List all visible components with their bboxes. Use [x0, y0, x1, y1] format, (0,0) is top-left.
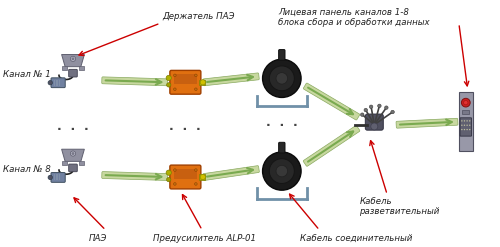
- Bar: [59, 174, 60, 181]
- Circle shape: [461, 120, 462, 122]
- Text: ПАЭ: ПАЭ: [89, 234, 108, 243]
- Circle shape: [166, 83, 171, 87]
- FancyBboxPatch shape: [304, 83, 360, 120]
- Circle shape: [166, 75, 172, 81]
- Text: Лицевая панель каналов 1-8
блока сбора и обработки данных: Лицевая панель каналов 1-8 блока сбора и…: [278, 7, 430, 27]
- Circle shape: [469, 124, 470, 126]
- Circle shape: [270, 66, 294, 91]
- Text: Кабель соединительный: Кабель соединительный: [300, 234, 412, 243]
- Circle shape: [48, 81, 52, 85]
- Bar: [459, 92, 473, 151]
- Circle shape: [276, 73, 287, 84]
- FancyBboxPatch shape: [68, 164, 78, 172]
- Bar: [54, 80, 55, 86]
- Bar: [59, 80, 60, 86]
- Bar: [54, 174, 55, 181]
- FancyBboxPatch shape: [102, 172, 168, 181]
- FancyBboxPatch shape: [68, 69, 78, 77]
- Circle shape: [270, 159, 294, 184]
- Text: Канал № 8: Канал № 8: [4, 165, 51, 174]
- Circle shape: [70, 56, 76, 62]
- Text: Держатель ПАЭ: Держатель ПАЭ: [162, 12, 235, 21]
- FancyBboxPatch shape: [102, 77, 168, 86]
- Text: ·  ·  ·: · · ·: [57, 123, 89, 136]
- Bar: [79, 66, 84, 70]
- Circle shape: [364, 108, 368, 112]
- Circle shape: [174, 88, 176, 91]
- FancyBboxPatch shape: [304, 125, 360, 166]
- FancyBboxPatch shape: [366, 114, 384, 130]
- Bar: [200, 174, 204, 180]
- Circle shape: [174, 169, 176, 171]
- FancyBboxPatch shape: [203, 166, 260, 181]
- Circle shape: [166, 170, 172, 175]
- Circle shape: [194, 88, 197, 91]
- Circle shape: [200, 80, 205, 85]
- Text: Предусилитель ALP-01: Предусилитель ALP-01: [152, 234, 256, 243]
- Bar: [79, 161, 84, 165]
- Circle shape: [166, 177, 171, 182]
- FancyBboxPatch shape: [51, 173, 65, 182]
- FancyBboxPatch shape: [203, 73, 259, 86]
- Circle shape: [466, 129, 468, 130]
- Circle shape: [461, 124, 462, 126]
- Circle shape: [464, 120, 465, 122]
- FancyBboxPatch shape: [51, 78, 65, 88]
- Circle shape: [360, 113, 364, 116]
- Circle shape: [462, 98, 470, 107]
- Circle shape: [370, 105, 373, 108]
- Polygon shape: [62, 149, 84, 161]
- FancyBboxPatch shape: [278, 50, 285, 60]
- Circle shape: [464, 129, 465, 130]
- Bar: [62, 66, 67, 70]
- Circle shape: [174, 74, 176, 77]
- Bar: [174, 75, 197, 84]
- Circle shape: [262, 152, 301, 190]
- Circle shape: [391, 110, 394, 114]
- Text: ·  ·  ·: · · ·: [266, 119, 298, 132]
- FancyBboxPatch shape: [278, 142, 285, 153]
- Circle shape: [72, 152, 74, 155]
- Bar: [62, 161, 67, 165]
- Circle shape: [194, 183, 197, 185]
- Bar: [56, 80, 58, 86]
- Circle shape: [461, 129, 462, 130]
- Text: Канал № 1: Канал № 1: [4, 70, 51, 79]
- Circle shape: [371, 123, 378, 130]
- Circle shape: [70, 151, 76, 156]
- Bar: [462, 110, 469, 114]
- Bar: [56, 174, 58, 181]
- Circle shape: [466, 124, 468, 126]
- Circle shape: [378, 104, 381, 108]
- Circle shape: [262, 59, 301, 98]
- Circle shape: [384, 106, 388, 109]
- Circle shape: [276, 165, 287, 177]
- Circle shape: [464, 124, 465, 126]
- Circle shape: [48, 175, 52, 180]
- FancyBboxPatch shape: [170, 70, 201, 94]
- Text: ·  ·  ·: · · ·: [170, 123, 201, 136]
- Circle shape: [200, 174, 205, 180]
- Circle shape: [174, 183, 176, 185]
- Text: Кабель
разветвительный: Кабель разветвительный: [360, 197, 440, 216]
- Circle shape: [72, 58, 74, 60]
- Circle shape: [466, 120, 468, 122]
- FancyBboxPatch shape: [460, 118, 471, 136]
- Circle shape: [469, 129, 470, 130]
- Circle shape: [194, 74, 197, 77]
- FancyBboxPatch shape: [396, 118, 458, 128]
- Circle shape: [194, 169, 197, 171]
- Circle shape: [464, 101, 468, 105]
- Bar: [200, 80, 204, 85]
- FancyBboxPatch shape: [170, 165, 201, 189]
- Polygon shape: [62, 55, 84, 67]
- Bar: [174, 169, 197, 179]
- Circle shape: [469, 120, 470, 122]
